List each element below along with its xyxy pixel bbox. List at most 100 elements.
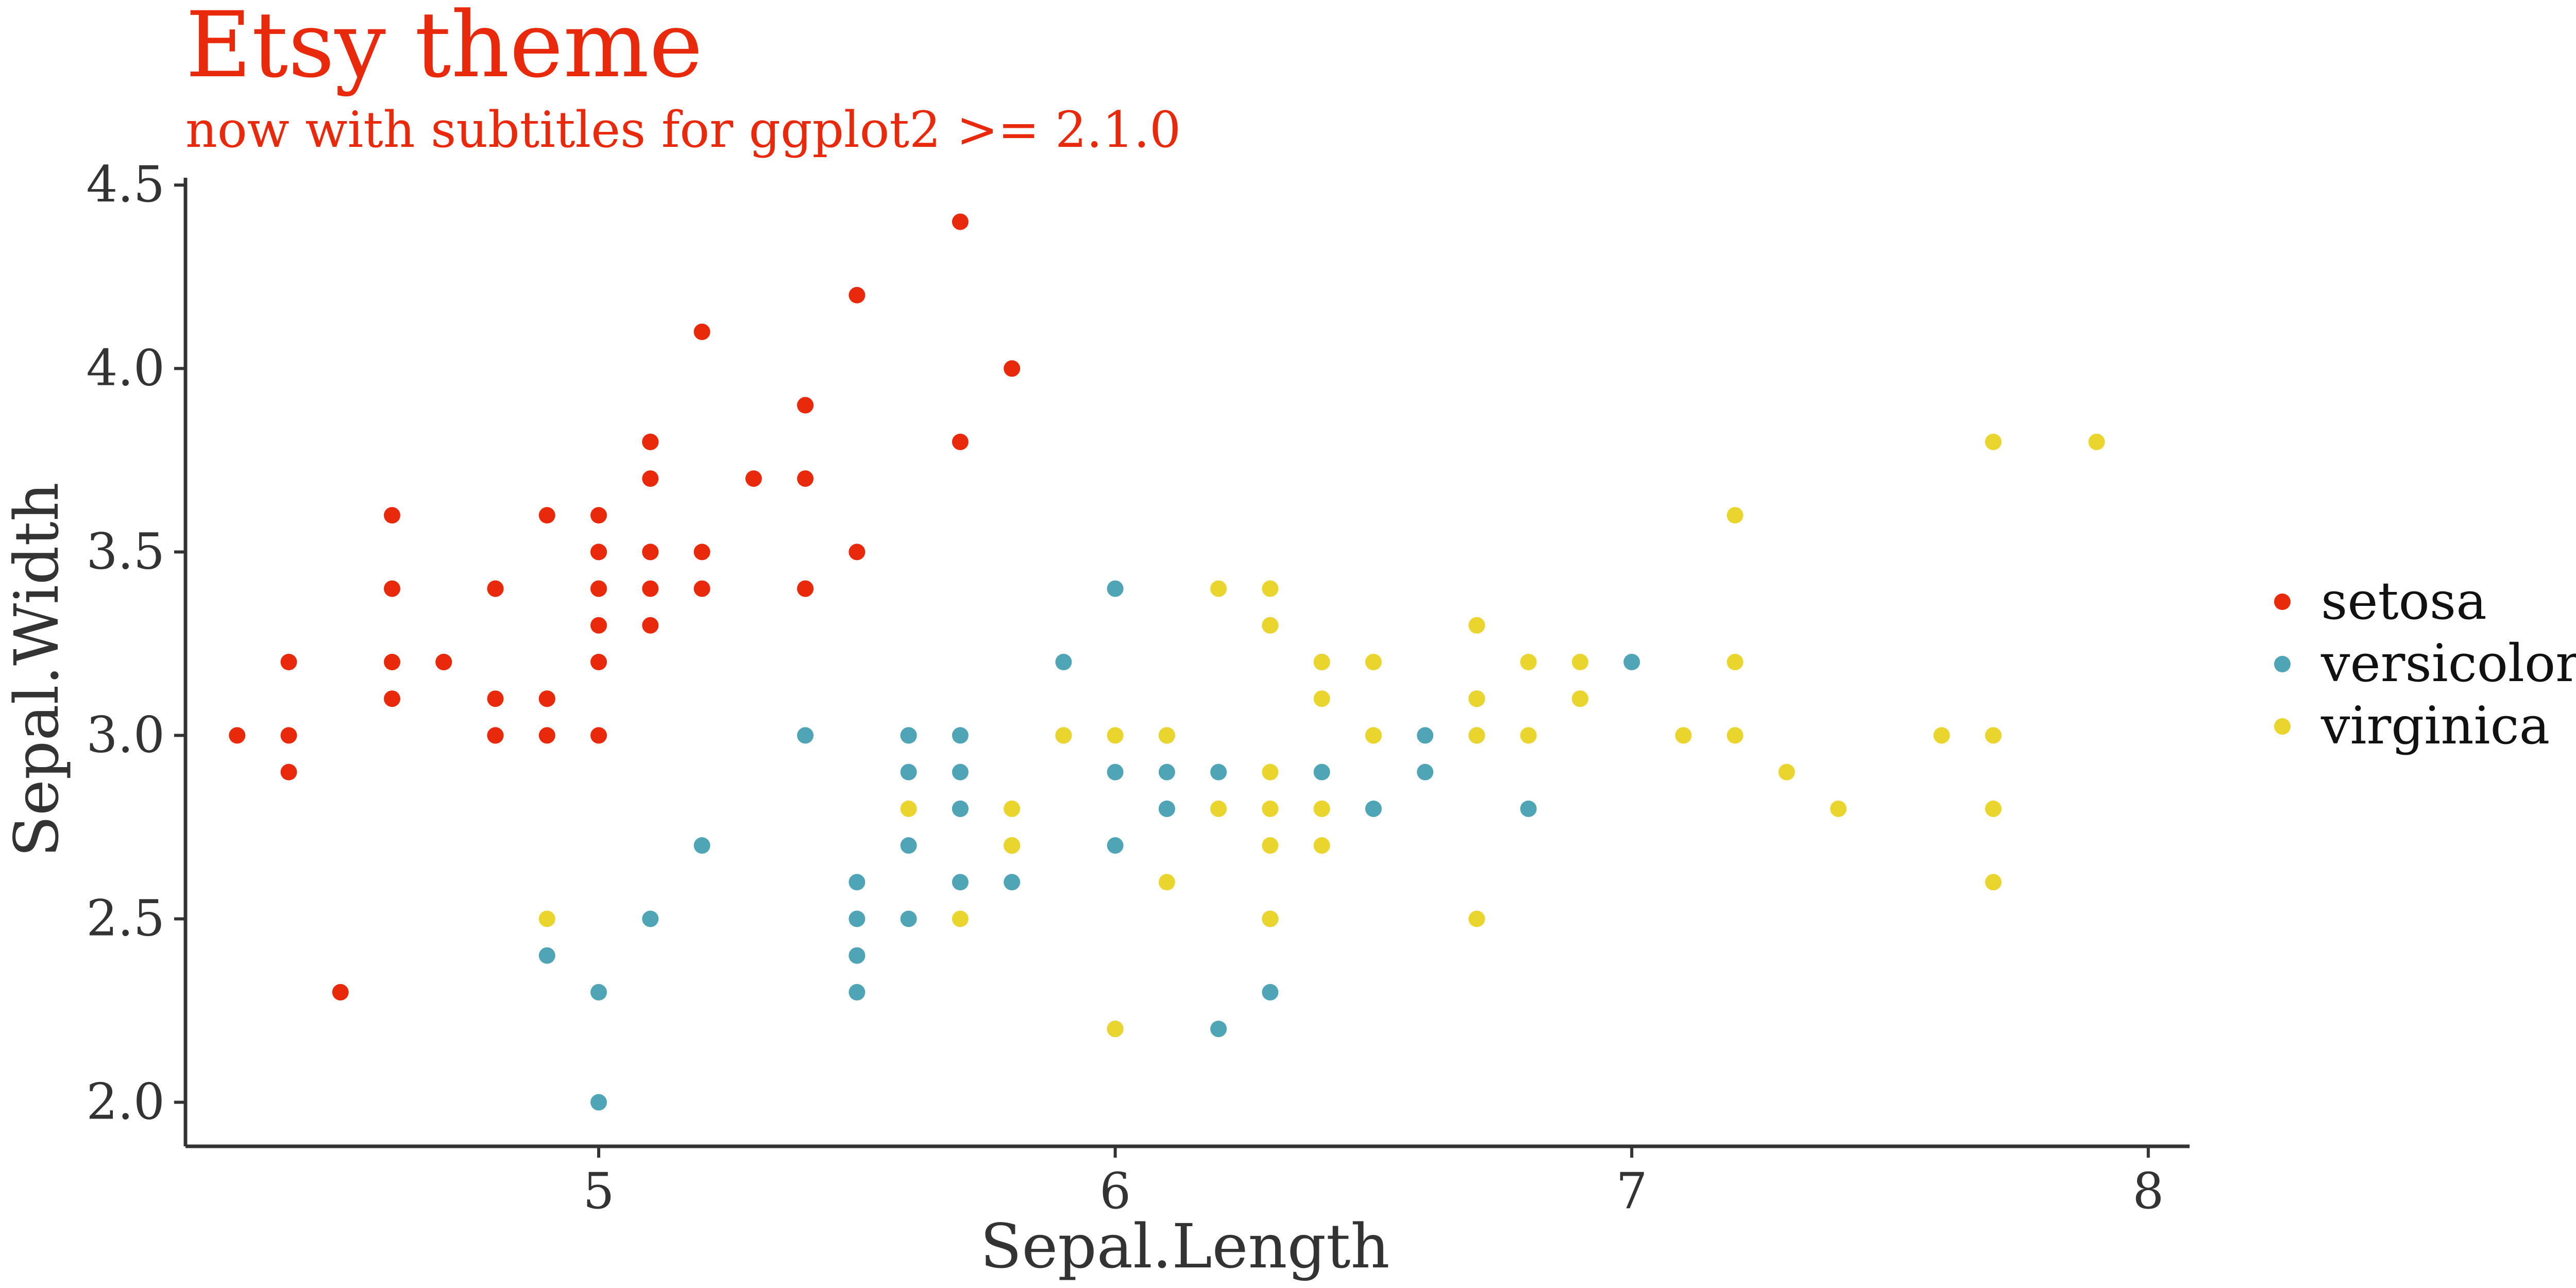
point-virginica xyxy=(1468,910,1485,927)
point-virginica xyxy=(538,910,555,927)
point-setosa xyxy=(280,654,297,670)
point-virginica xyxy=(1262,617,1279,634)
point-versicolor xyxy=(1158,764,1175,781)
point-virginica xyxy=(1158,874,1175,891)
point-versicolor xyxy=(538,947,555,964)
data-points xyxy=(229,213,2105,1111)
point-versicolor xyxy=(1107,580,1124,597)
legend-key-versicolor xyxy=(2274,656,2291,672)
point-virginica xyxy=(1468,617,1485,634)
point-setosa xyxy=(280,764,297,781)
y-tick-label: 4.0 xyxy=(86,339,165,397)
point-virginica xyxy=(1210,800,1227,817)
point-virginica xyxy=(1262,837,1279,854)
legend-key-setosa xyxy=(2274,594,2291,610)
point-versicolor xyxy=(797,727,814,744)
point-virginica xyxy=(1313,654,1330,670)
point-virginica xyxy=(1520,654,1537,670)
point-virginica xyxy=(1365,727,1382,744)
point-setosa xyxy=(590,654,607,670)
y-tick-label: 3.5 xyxy=(86,522,165,580)
legend-label-setosa: setosa xyxy=(2321,571,2487,631)
point-setosa xyxy=(693,324,710,341)
point-setosa xyxy=(797,580,814,597)
point-versicolor xyxy=(693,837,710,854)
legend-label-versicolor: versicolor xyxy=(2320,633,2576,693)
chart-title: Etsy theme xyxy=(185,0,703,98)
y-tick-label: 2.5 xyxy=(86,889,165,947)
point-setosa xyxy=(642,544,659,561)
x-axis-title: Sepal.Length xyxy=(980,1211,1390,1282)
point-virginica xyxy=(1571,690,1588,707)
point-setosa xyxy=(590,580,607,597)
point-setosa xyxy=(487,580,504,597)
point-setosa xyxy=(538,507,555,524)
point-virginica xyxy=(1313,837,1330,854)
y-axis-ticks: 2.0 2.5 3.0 3.5 4.0 4.5 xyxy=(86,156,185,1131)
point-virginica xyxy=(1158,727,1175,744)
point-versicolor xyxy=(590,984,607,1001)
point-setosa xyxy=(332,984,349,1001)
point-versicolor xyxy=(849,910,866,927)
point-versicolor xyxy=(1417,727,1434,744)
point-versicolor xyxy=(642,910,659,927)
point-virginica xyxy=(1055,727,1072,744)
point-setosa xyxy=(590,544,607,561)
y-tick-label: 2.0 xyxy=(86,1073,165,1131)
point-virginica xyxy=(1365,654,1382,670)
x-tick-label: 5 xyxy=(583,1162,615,1220)
point-virginica xyxy=(1107,1021,1124,1038)
point-versicolor xyxy=(590,1094,607,1111)
point-setosa xyxy=(952,213,969,230)
point-setosa xyxy=(487,690,504,707)
x-axis-ticks: 5 6 7 8 xyxy=(583,1146,2164,1220)
point-virginica xyxy=(1675,727,1692,744)
point-setosa xyxy=(384,654,401,670)
point-setosa xyxy=(849,544,866,561)
point-versicolor xyxy=(1210,764,1227,781)
point-virginica xyxy=(1468,727,1485,744)
point-versicolor xyxy=(1107,764,1124,781)
legend-label-virginica: virginica xyxy=(2320,696,2550,756)
chart-subtitle: now with subtitles for ggplot2 >= 2.1.0 xyxy=(185,101,1181,159)
point-virginica xyxy=(1004,800,1021,817)
point-setosa xyxy=(642,617,659,634)
point-virginica xyxy=(1313,690,1330,707)
point-virginica xyxy=(1726,507,1743,524)
point-versicolor xyxy=(952,874,969,891)
x-tick-label: 7 xyxy=(1616,1162,1648,1220)
point-versicolor xyxy=(1313,764,1330,781)
point-virginica xyxy=(1262,580,1279,597)
point-setosa xyxy=(590,617,607,634)
point-virginica xyxy=(1985,800,2002,817)
point-versicolor xyxy=(900,764,917,781)
point-virginica xyxy=(1985,727,2002,744)
point-virginica xyxy=(1262,764,1279,781)
point-versicolor xyxy=(1107,837,1124,854)
point-virginica xyxy=(1985,433,2002,450)
point-setosa xyxy=(1004,360,1021,377)
point-setosa xyxy=(849,286,866,303)
point-virginica xyxy=(900,800,917,817)
point-virginica xyxy=(1210,580,1227,597)
point-setosa xyxy=(538,690,555,707)
point-setosa xyxy=(642,470,659,487)
point-setosa xyxy=(797,470,814,487)
point-versicolor xyxy=(1262,984,1279,1001)
point-versicolor xyxy=(849,947,866,964)
point-virginica xyxy=(1520,727,1537,744)
point-virginica xyxy=(1726,654,1743,670)
legend-key-virginica xyxy=(2274,718,2291,735)
point-virginica xyxy=(1830,800,1847,817)
point-setosa xyxy=(642,433,659,450)
point-setosa xyxy=(435,654,452,670)
point-virginica xyxy=(1571,654,1588,670)
point-versicolor xyxy=(1055,654,1072,670)
point-versicolor xyxy=(1004,874,1021,891)
point-virginica xyxy=(2088,433,2105,450)
point-setosa xyxy=(280,727,297,744)
point-setosa xyxy=(384,580,401,597)
point-virginica xyxy=(1004,837,1021,854)
point-versicolor xyxy=(900,727,917,744)
